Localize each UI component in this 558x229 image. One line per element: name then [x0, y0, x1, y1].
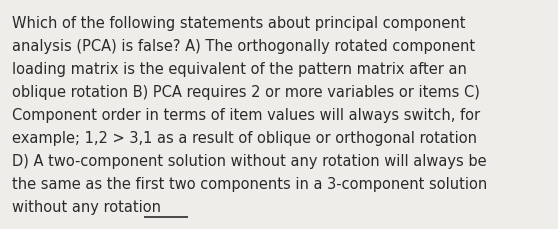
- Text: without any rotation: without any rotation: [12, 199, 166, 214]
- Text: analysis (PCA) is false? A) The orthogonally rotated component: analysis (PCA) is false? A) The orthogon…: [12, 39, 475, 54]
- Text: D) A two-component solution without any rotation will always be: D) A two-component solution without any …: [12, 153, 487, 168]
- Text: loading matrix is the equivalent of the pattern matrix after an: loading matrix is the equivalent of the …: [12, 62, 467, 77]
- Text: Component order in terms of item values will always switch, for: Component order in terms of item values …: [12, 108, 480, 123]
- Text: the same as the first two components in a 3-component solution: the same as the first two components in …: [12, 176, 487, 191]
- Text: Which of the following statements about principal component: Which of the following statements about …: [12, 16, 465, 31]
- Text: example; 1,2 > 3,1 as a result of oblique or orthogonal rotation: example; 1,2 > 3,1 as a result of obliqu…: [12, 131, 477, 145]
- Text: oblique rotation B) PCA requires 2 or more variables or items C): oblique rotation B) PCA requires 2 or mo…: [12, 85, 480, 100]
